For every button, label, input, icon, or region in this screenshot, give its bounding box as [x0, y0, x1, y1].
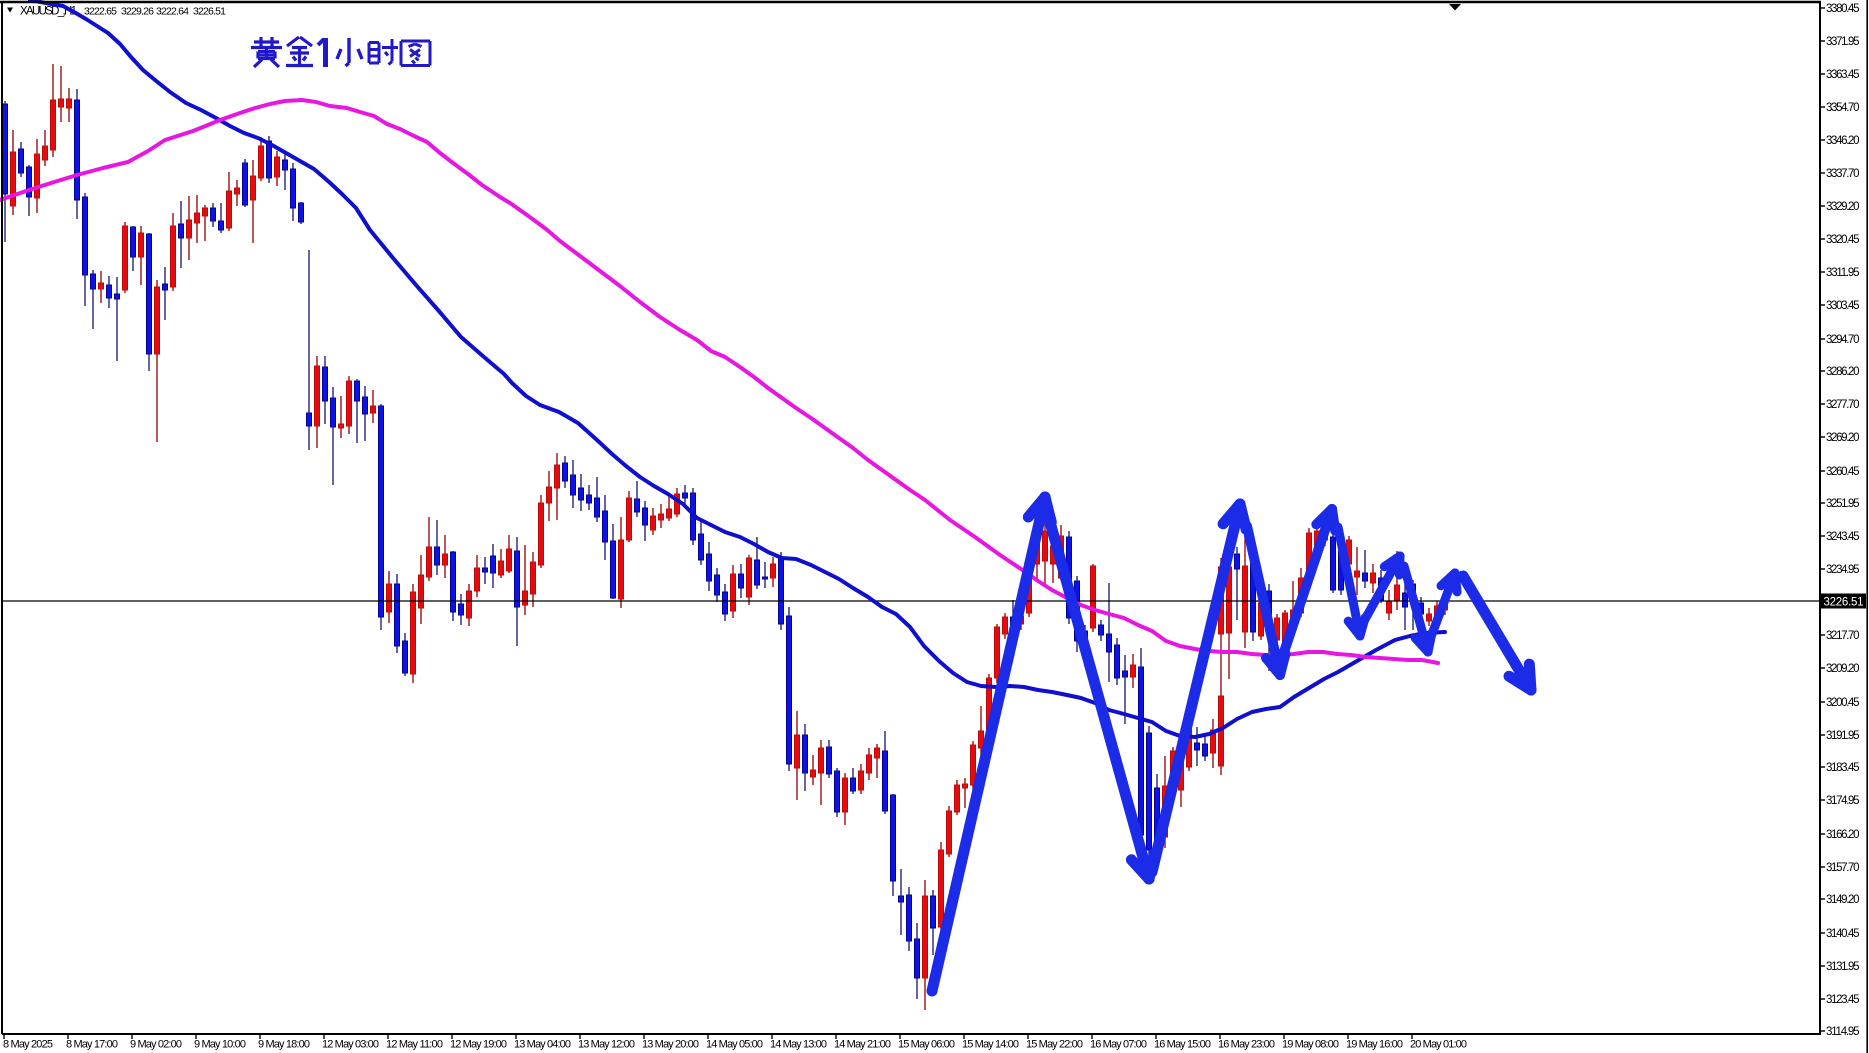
svg-text:3174.95: 3174.95 — [1826, 795, 1860, 807]
svg-text:12 May 11:00: 12 May 11:00 — [386, 1039, 443, 1051]
svg-text:15 May 06:00: 15 May 06:00 — [898, 1039, 955, 1051]
svg-text:19 May 16:00: 19 May 16:00 — [1346, 1039, 1403, 1051]
svg-text:20 May 01:00: 20 May 01:00 — [1410, 1039, 1467, 1051]
svg-text:3140.45: 3140.45 — [1826, 928, 1860, 940]
svg-text:3251.95: 3251.95 — [1826, 498, 1860, 510]
svg-text:12 May 19:00: 12 May 19:00 — [450, 1039, 507, 1051]
svg-text:3226.51: 3226.51 — [193, 6, 226, 18]
svg-text:3380.45: 3380.45 — [1826, 3, 1860, 15]
svg-text:16 May 23:00: 16 May 23:00 — [1218, 1039, 1275, 1051]
svg-text:3260.45: 3260.45 — [1826, 466, 1860, 478]
svg-text:3209.20: 3209.20 — [1826, 663, 1860, 675]
svg-text:3320.45: 3320.45 — [1826, 234, 1860, 246]
svg-text:3114.95: 3114.95 — [1826, 1026, 1860, 1038]
svg-text:9 May 18:00: 9 May 18:00 — [258, 1039, 310, 1051]
svg-text:3337.70: 3337.70 — [1826, 168, 1860, 180]
svg-text:8 May 2025: 8 May 2025 — [3, 1039, 53, 1051]
svg-text:3229.26: 3229.26 — [121, 6, 154, 18]
svg-text:14 May 05:00: 14 May 05:00 — [706, 1039, 763, 1051]
svg-text:3226.51: 3226.51 — [1824, 597, 1864, 609]
svg-text:3346.20: 3346.20 — [1826, 135, 1860, 147]
svg-text:3191.95: 3191.95 — [1826, 730, 1860, 742]
svg-text:3183.45: 3183.45 — [1826, 762, 1860, 774]
svg-text:3311.95: 3311.95 — [1826, 267, 1860, 279]
svg-text:3269.20: 3269.20 — [1826, 432, 1860, 444]
svg-text:8 May 17:00: 8 May 17:00 — [66, 1039, 118, 1051]
svg-text:3303.45: 3303.45 — [1826, 300, 1860, 312]
svg-text:3157.70: 3157.70 — [1826, 862, 1860, 874]
svg-text:3286.20: 3286.20 — [1826, 366, 1860, 378]
svg-text:3329.20: 3329.20 — [1826, 201, 1860, 213]
svg-text:16 May 15:00: 16 May 15:00 — [1154, 1039, 1211, 1051]
svg-text:XAUUSD_,H1: XAUUSD_,H1 — [20, 6, 77, 18]
svg-text:14 May 13:00: 14 May 13:00 — [770, 1039, 827, 1051]
svg-text:13 May 20:00: 13 May 20:00 — [642, 1039, 699, 1051]
svg-text:3222.64: 3222.64 — [156, 6, 189, 18]
svg-text:16 May 07:00: 16 May 07:00 — [1090, 1039, 1147, 1051]
svg-text:3277.70: 3277.70 — [1826, 399, 1860, 411]
svg-text:14 May 21:00: 14 May 21:00 — [834, 1039, 891, 1051]
svg-text:15 May 14:00: 15 May 14:00 — [962, 1039, 1019, 1051]
svg-text:3217.70: 3217.70 — [1826, 630, 1860, 642]
svg-text:13 May 04:00: 13 May 04:00 — [514, 1039, 571, 1051]
svg-text:12 May 03:00: 12 May 03:00 — [322, 1039, 379, 1051]
svg-text:3234.95: 3234.95 — [1826, 564, 1860, 576]
svg-text:3131.95: 3131.95 — [1826, 961, 1860, 973]
svg-text:9 May 02:00: 9 May 02:00 — [130, 1039, 182, 1051]
svg-text:3222.65: 3222.65 — [84, 6, 117, 18]
svg-text:3294.70: 3294.70 — [1826, 334, 1860, 346]
svg-text:3123.45: 3123.45 — [1826, 994, 1860, 1006]
svg-text:3354.70: 3354.70 — [1826, 102, 1860, 114]
svg-text:3149.20: 3149.20 — [1826, 894, 1860, 906]
svg-text:3243.45: 3243.45 — [1826, 531, 1860, 543]
svg-text:15 May 22:00: 15 May 22:00 — [1026, 1039, 1083, 1051]
svg-text:3371.95: 3371.95 — [1826, 36, 1860, 48]
svg-text:13 May 12:00: 13 May 12:00 — [578, 1039, 635, 1051]
svg-text:19 May 08:00: 19 May 08:00 — [1282, 1039, 1339, 1051]
svg-text:3166.20: 3166.20 — [1826, 829, 1860, 841]
svg-text:3200.45: 3200.45 — [1826, 697, 1860, 709]
svg-text:3363.45: 3363.45 — [1826, 69, 1860, 81]
svg-text:9 May 10:00: 9 May 10:00 — [194, 1039, 246, 1051]
